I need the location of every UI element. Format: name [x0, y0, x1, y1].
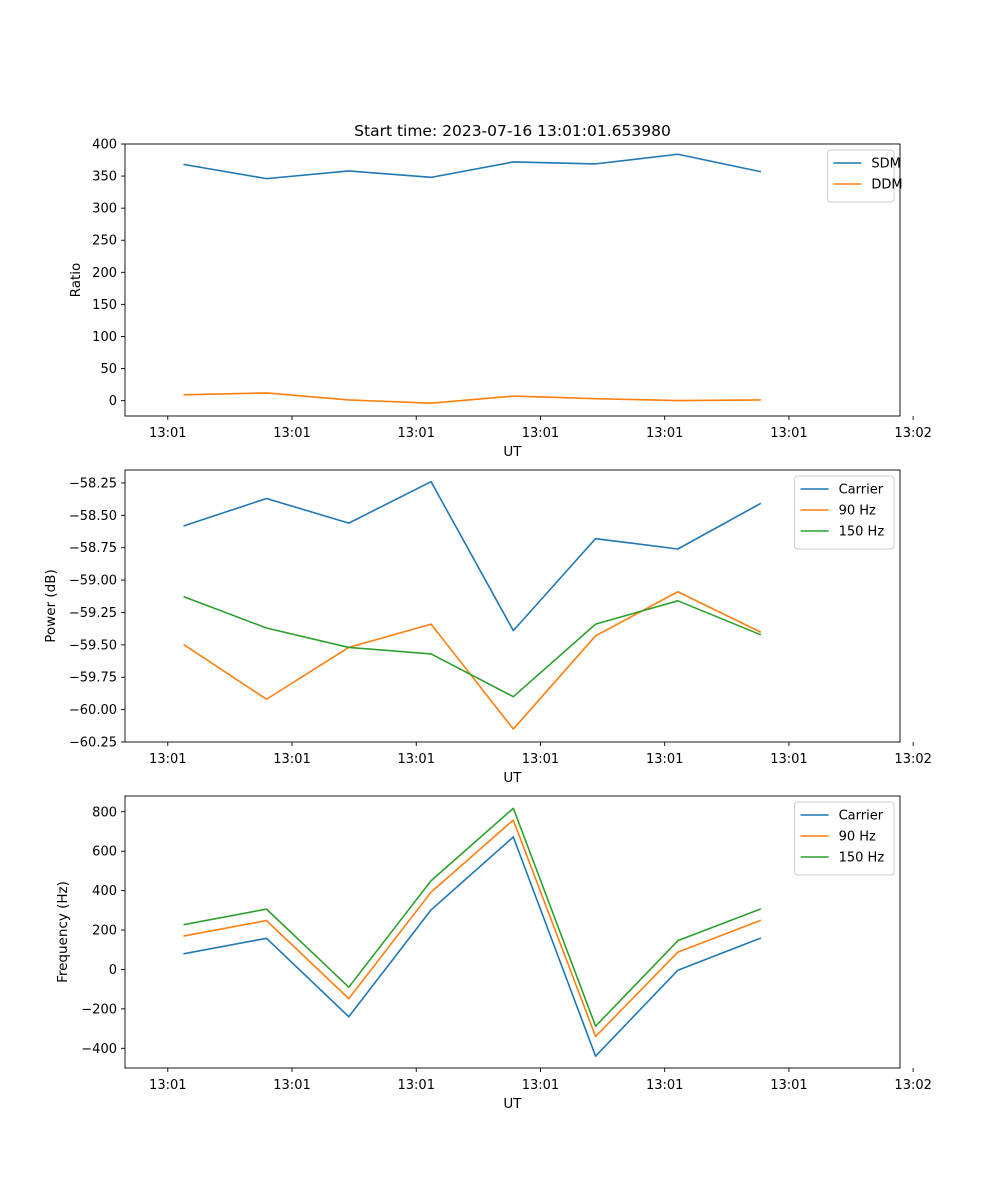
y-axis-label: Frequency (Hz) — [55, 881, 71, 983]
axes-frame — [124, 469, 901, 743]
x-tick-label: 13:01 — [522, 426, 559, 441]
x-tick-label: 13:02 — [894, 426, 931, 441]
x-axis-label: UT — [503, 770, 522, 786]
y-tick-label: 600 — [92, 845, 117, 860]
y-axis-label: Ratio — [68, 263, 84, 298]
x-tick-label: 13:01 — [149, 1078, 186, 1093]
x-tick-label: 13:02 — [894, 752, 931, 767]
legend: Carrier 90 Hz 150 Hz — [794, 801, 895, 876]
y-tick-label: −60.25 — [69, 736, 117, 751]
y-axis-label: Power (dB) — [43, 569, 59, 642]
series-line-150-hz — [183, 595, 762, 698]
y-tick-label: −59.75 — [69, 671, 117, 686]
x-tick-label: 13:01 — [273, 752, 310, 767]
y-tick-label: 800 — [92, 805, 117, 820]
series-line-carrier — [183, 480, 762, 632]
x-tick-label: 13:01 — [273, 426, 310, 441]
y-tick-label: −58.75 — [69, 541, 117, 556]
y-tick-label: −59.25 — [69, 606, 117, 621]
y-tick-label: 100 — [92, 330, 117, 345]
y-tick-label: 250 — [92, 234, 117, 249]
x-tick-label: 13:01 — [149, 426, 186, 441]
x-tick-label: 13:01 — [770, 1078, 807, 1093]
legend-label: 90 Hz — [839, 830, 876, 845]
y-tick-label: −200 — [81, 1002, 117, 1017]
legend-label: 90 Hz — [839, 504, 876, 519]
y-tick-label: 400 — [92, 884, 117, 899]
y-tick-label: −59.00 — [69, 574, 117, 589]
x-tick-label: 13:01 — [273, 1078, 310, 1093]
legend-label: DDM — [871, 178, 902, 193]
series-line-150-hz — [183, 807, 762, 1028]
legend-label: 150 Hz — [839, 851, 885, 866]
y-tick-label: 50 — [100, 362, 117, 377]
x-tick-label: 13:01 — [770, 752, 807, 767]
y-tick-label: 200 — [92, 924, 117, 939]
series-line-90-hz — [183, 819, 762, 1038]
series-line-carrier — [183, 836, 762, 1057]
legend: SDM DDM — [826, 149, 903, 203]
y-tick-label: 350 — [92, 170, 117, 185]
y-tick-label: −58.50 — [69, 509, 117, 524]
y-tick-label: −60.00 — [69, 703, 117, 718]
y-tick-label: −58.25 — [69, 476, 117, 491]
y-tick-label: −59.50 — [69, 638, 117, 653]
axes-frame — [124, 795, 901, 1069]
x-axis-label: UT — [503, 444, 522, 460]
series-line-ddm — [183, 392, 761, 404]
x-tick-label: 13:01 — [646, 1078, 683, 1093]
y-tick-label: 300 — [92, 202, 117, 217]
y-tick-label: 0 — [109, 963, 117, 978]
x-axis-label: UT — [503, 1096, 522, 1112]
y-tick-label: 0 — [109, 394, 117, 409]
x-tick-label: 13:01 — [398, 1078, 435, 1093]
series-line-sdm — [183, 153, 762, 180]
y-tick-label: 400 — [92, 138, 117, 153]
legend: Carrier 90 Hz 150 Hz — [794, 475, 895, 550]
legend-label: Carrier — [839, 483, 884, 498]
chart-panel-2: −60.25 −60.00 −59.75 −59.50 −59.25 −59.00 −58.… — [43, 469, 932, 786]
legend-label: 150 Hz — [839, 525, 885, 540]
x-tick-label: 13:01 — [646, 752, 683, 767]
y-tick-label: −400 — [81, 1042, 117, 1057]
x-tick-label: 13:01 — [522, 752, 559, 767]
series-line-90-hz — [183, 590, 762, 730]
axes-frame — [124, 143, 901, 417]
x-tick-label: 13:01 — [149, 752, 186, 767]
x-tick-label: 13:02 — [894, 1078, 931, 1093]
x-tick-label: 13:01 — [398, 752, 435, 767]
y-tick-label: 150 — [92, 298, 117, 313]
x-tick-label: 13:01 — [646, 426, 683, 441]
x-tick-label: 13:01 — [770, 426, 807, 441]
chart-panel-1: 0 50 100 150 200 250 300 350 400 13:01 13:01 13:01 1… — [68, 138, 932, 461]
x-tick-label: 13:01 — [522, 1078, 559, 1093]
y-tick-label: 200 — [92, 266, 117, 281]
chart-panel-3: −400 −200 0 200 400 600 800 13:01 13:01 13:01 13:0… — [55, 795, 932, 1112]
x-tick-label: 13:01 — [398, 426, 435, 441]
legend-label: SDM — [871, 157, 900, 172]
legend-label: Carrier — [839, 809, 884, 824]
figure-title: Start time: 2023-07-16 13:01:01.653980 — [354, 122, 671, 140]
